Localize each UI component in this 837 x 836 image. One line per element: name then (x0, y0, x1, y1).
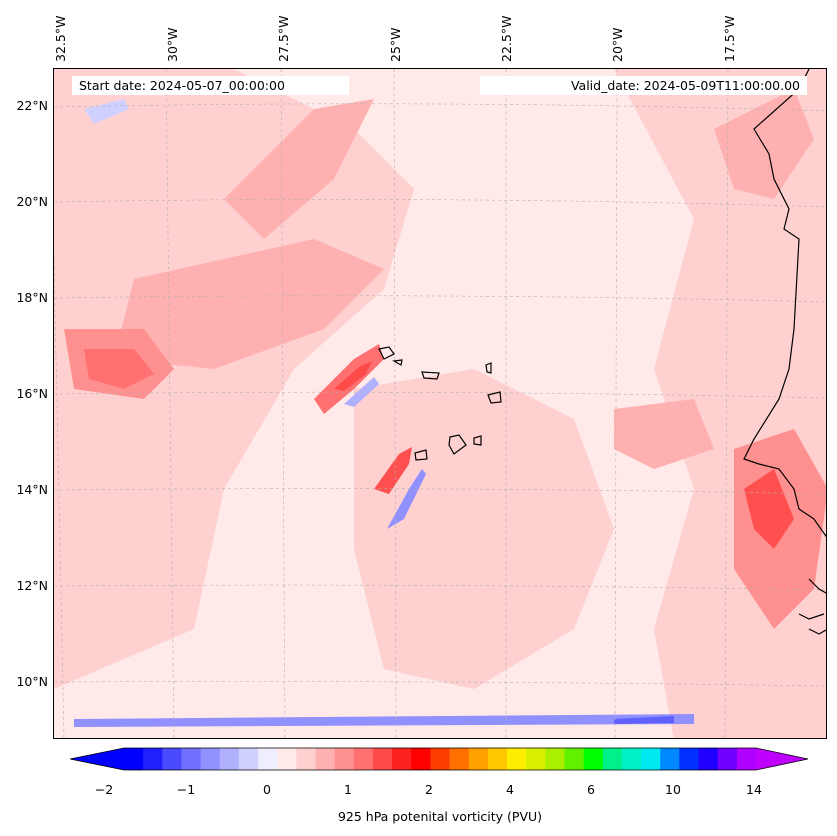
colorbar-cell (602, 748, 623, 770)
colorbar-cell (277, 748, 297, 770)
colorbar-under-extension (70, 748, 124, 770)
colorbar-cell (717, 748, 738, 770)
lat-label-18n: 18°N (16, 290, 48, 305)
colorbar-cell (411, 748, 431, 770)
colorbar-tick-label: −2 (94, 782, 114, 797)
colorbar-cell (449, 748, 470, 770)
colorbar-cell (219, 748, 240, 770)
map-panel[interactable] (53, 68, 827, 739)
lat-label-14n: 14°N (16, 482, 48, 497)
lat-label-20n: 20°N (16, 194, 48, 209)
colorbar-cell (679, 748, 700, 770)
colorbar-tick-label: 0 (263, 782, 271, 797)
colorbar-cell (392, 748, 412, 770)
lat-label-16n: 16°N (16, 386, 48, 401)
colorbar-tick-label: −1 (176, 782, 196, 797)
lat-label-22n: 22°N (16, 98, 48, 113)
colorbar-cell (564, 748, 585, 770)
colorbar-tick-label: 4 (506, 782, 514, 797)
colorbar-cell (545, 748, 565, 770)
colorbar-cell (372, 748, 393, 770)
colorbar-cell (621, 748, 642, 770)
start-date-label: Start date: 2024-05-07_00:00:00 (72, 76, 349, 95)
colorbar (70, 747, 809, 771)
colorbar-cell (507, 748, 527, 770)
lon-label-22-5w: 22.5°W (499, 15, 514, 62)
colorbar-cell (334, 748, 355, 770)
colorbar-over-extension (756, 748, 808, 770)
colorbar-tick-label: 2 (425, 782, 433, 797)
colorbar-cell (315, 748, 336, 770)
colorbar-cell (487, 748, 508, 770)
colorbar-cell (526, 748, 546, 770)
lon-label-20w: 20°W (610, 27, 625, 62)
colorbar-cell (698, 748, 719, 770)
colorbar-outline (70, 747, 809, 771)
colorbar-cell (736, 748, 757, 770)
lon-label-32-5w: 32.5°W (53, 15, 68, 62)
lon-label-27-5w: 27.5°W (276, 15, 291, 62)
colorbar-cell (124, 748, 144, 770)
colorbar-tick-label: 6 (587, 782, 595, 797)
lon-label-30w: 30°W (165, 27, 180, 62)
valid-date-label: Valid_date: 2024-05-09T11:00:00.00 (480, 76, 807, 95)
colorbar-tick-label: 1 (344, 782, 352, 797)
colorbar-label: 925 hPa potenital vorticity (PVU) (337, 809, 543, 824)
colorbar-cell (583, 748, 604, 770)
colorbar-cell (143, 748, 163, 770)
vorticity-field (54, 69, 826, 738)
colorbar-cell (468, 748, 489, 770)
colorbar-cell (296, 748, 317, 770)
colorbar-cell (353, 748, 374, 770)
lat-label-10n: 10°N (16, 674, 48, 689)
colorbar-cell (200, 748, 221, 770)
colorbar-cell (238, 748, 259, 770)
colorbar-cell (162, 748, 182, 770)
colorbar-cell (181, 748, 202, 770)
colorbar-cell (641, 748, 661, 770)
lon-label-17-5w: 17.5°W (722, 15, 737, 62)
colorbar-tick-label: 14 (746, 782, 762, 797)
colorbar-cell (660, 748, 680, 770)
colorbar-cell (430, 748, 451, 770)
colorbar-cell (258, 748, 278, 770)
lat-label-12n: 12°N (16, 578, 48, 593)
lon-label-25w: 25°W (388, 27, 403, 62)
colorbar-tick-label: 10 (665, 782, 681, 797)
